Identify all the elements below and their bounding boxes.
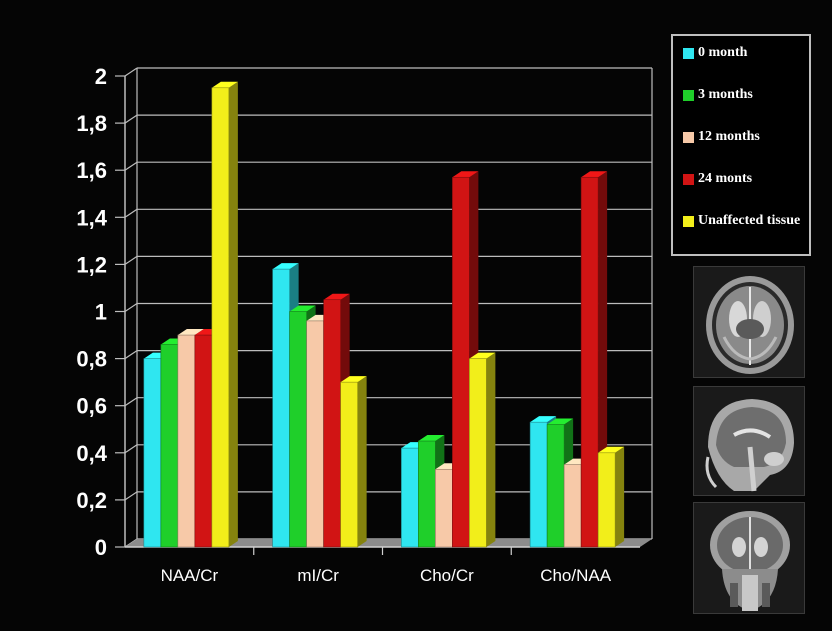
bar-top bbox=[211, 81, 238, 88]
bar-top bbox=[530, 416, 557, 423]
y-tick-label: 0,2 bbox=[76, 488, 107, 513]
bar-top bbox=[418, 435, 445, 442]
legend-item: 3 months bbox=[683, 86, 803, 104]
y-tick-label: 2 bbox=[95, 64, 107, 89]
gridline-side bbox=[124, 444, 138, 454]
gridline-side bbox=[124, 161, 138, 171]
y-tick-label: 1,4 bbox=[76, 205, 107, 230]
gridline-side bbox=[124, 208, 138, 218]
y-tick-label: 0,6 bbox=[76, 394, 107, 419]
sagittal-brain-mri bbox=[693, 386, 805, 496]
legend-label: Unaffected tissue bbox=[698, 213, 801, 228]
bar bbox=[452, 176, 470, 548]
bar bbox=[597, 452, 616, 548]
chart-floor bbox=[125, 539, 652, 547]
bar bbox=[401, 447, 419, 548]
bar-top bbox=[581, 171, 608, 178]
bar bbox=[143, 358, 162, 548]
legend-swatch bbox=[683, 132, 694, 143]
legend-swatch bbox=[683, 174, 694, 185]
bar bbox=[323, 299, 341, 548]
y-tick-label: 1 bbox=[95, 300, 107, 325]
bar bbox=[563, 464, 582, 548]
y-tick-label: 1,2 bbox=[76, 252, 107, 277]
bar bbox=[418, 440, 436, 548]
bar-top bbox=[340, 376, 367, 383]
bar-top bbox=[452, 171, 479, 178]
bar bbox=[435, 468, 453, 548]
axial-brain-mri bbox=[693, 266, 805, 378]
legend-label: 12 months bbox=[698, 129, 760, 144]
legend-label: 24 monts bbox=[698, 171, 753, 186]
gridline-side bbox=[124, 350, 138, 360]
legend-label: 3 months bbox=[698, 87, 753, 102]
bar-side bbox=[486, 352, 496, 547]
x-tick-label: Cho/NAA bbox=[540, 566, 612, 585]
legend-item: 12 months bbox=[683, 128, 803, 146]
bar-top bbox=[177, 329, 204, 336]
bar-side bbox=[228, 81, 238, 548]
bar bbox=[580, 176, 599, 548]
legend-item: Unaffected tissue bbox=[683, 212, 803, 230]
bar-top bbox=[469, 352, 496, 359]
y-tick-label: 0,8 bbox=[76, 347, 107, 372]
bar bbox=[160, 344, 179, 548]
legend-item: 0 month bbox=[683, 44, 803, 62]
chart-legend: 0 month 3 months 12 months 24 monts Unaffect… bbox=[671, 34, 811, 256]
bar bbox=[306, 320, 324, 548]
gridline-side bbox=[124, 255, 138, 265]
y-tick-label: 1,8 bbox=[76, 111, 107, 136]
y-tick-label: 0,4 bbox=[76, 441, 107, 466]
bar-side bbox=[357, 376, 367, 547]
bar bbox=[289, 311, 307, 548]
bar bbox=[177, 334, 196, 548]
gridline-side bbox=[124, 303, 138, 312]
bar-top bbox=[289, 305, 316, 312]
gridline-side bbox=[124, 114, 138, 124]
bar-top bbox=[323, 293, 350, 300]
legend-item: 24 monts bbox=[683, 170, 803, 188]
legend-swatch bbox=[683, 216, 694, 227]
coronal-brain-mri bbox=[693, 502, 805, 614]
x-tick-label: Cho/Cr bbox=[420, 566, 474, 585]
bar-side bbox=[615, 446, 625, 547]
legend-swatch bbox=[683, 48, 694, 59]
y-tick-label: 0 bbox=[95, 535, 107, 560]
bar bbox=[469, 358, 487, 548]
bar bbox=[340, 381, 358, 548]
gridline-side bbox=[124, 397, 138, 407]
bar-top bbox=[272, 263, 299, 270]
gridline-side bbox=[124, 67, 138, 77]
bar bbox=[529, 421, 548, 548]
gridline-side bbox=[124, 491, 138, 501]
bar bbox=[272, 268, 290, 548]
bar-top bbox=[598, 446, 625, 453]
bar bbox=[194, 334, 213, 548]
y-tick-label: 1,6 bbox=[76, 158, 107, 183]
legend-label: 0 month bbox=[698, 45, 748, 60]
legend-swatch bbox=[683, 90, 694, 101]
x-tick-label: mI/Cr bbox=[297, 566, 339, 585]
bar bbox=[211, 87, 230, 548]
x-tick-label: NAA/Cr bbox=[161, 566, 219, 585]
bar-top bbox=[547, 418, 574, 425]
bar bbox=[546, 424, 565, 548]
